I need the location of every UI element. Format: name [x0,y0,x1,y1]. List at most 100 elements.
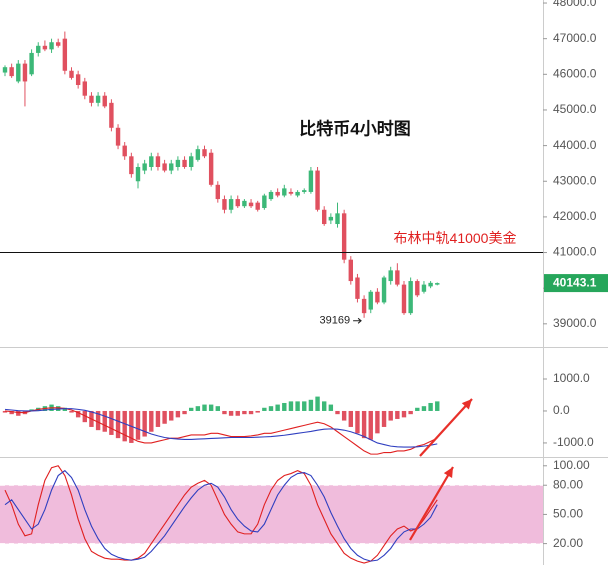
candle-body [361,298,367,314]
candle-body [262,195,267,208]
candle-body [129,156,134,175]
y-tick-label: 41000.0 [553,245,597,259]
macd-bar [62,407,68,411]
macd-bar [175,410,181,418]
candle-body [428,282,433,287]
macd-bar [149,410,154,432]
trend-arrow-head [443,467,453,478]
candle-body [222,199,227,210]
candle-body [401,284,407,314]
macd-bar [109,410,114,435]
candle-body [235,199,240,207]
macd-bar [295,401,300,411]
candle-body [2,67,8,73]
candle-body [169,163,174,171]
macd-bar [208,404,214,411]
indicator-line [4,465,438,564]
candle-body [315,170,320,210]
band [0,485,543,544]
macd-bar [428,402,433,411]
candle-body [182,159,187,167]
candle-body [348,259,353,282]
macd-bar [262,407,267,411]
candle-body [435,283,440,285]
candle-body [22,63,28,82]
candle-body [69,70,74,78]
candle-body [202,149,207,157]
candle-body [415,281,420,296]
candle-body [189,156,194,167]
macd-bar [395,410,400,419]
y-tick-label: 46000.0 [553,66,597,80]
candle-body [268,191,274,200]
y-tick-label: 80.00 [553,477,583,491]
trend-arrow-head [461,399,472,410]
y-tick-label: 47000.0 [553,31,597,45]
y-tick-label: 43000.0 [553,173,597,187]
macd-bar [75,410,81,418]
macd-bar [302,401,307,411]
low-label: 39169 [320,315,351,327]
y-tick-label: -1000.0 [553,435,594,449]
candle-body [155,156,161,167]
macd-bar [328,404,334,411]
macd-bar [9,410,14,415]
macd-bar [381,410,387,427]
candle-body [195,149,201,160]
candle-body [109,102,114,128]
macd-bar [155,410,161,427]
y-tick-label: 20.00 [553,536,583,550]
candle-body [375,291,380,303]
candle-body [408,281,413,314]
macd-bar [182,410,187,415]
candle-body [208,152,214,185]
macd-bar [368,410,373,440]
candle-body [295,191,300,196]
candle-body [49,42,54,50]
candle-body [56,42,61,46]
candle-body [175,159,181,167]
macd-bar [421,406,427,411]
macd-bar [135,410,141,440]
macd-bar [102,410,107,432]
candle-body [248,202,254,207]
macd-bar [29,409,34,411]
candle-body [288,191,294,194]
candle-body [16,63,21,82]
macd-bar [82,410,87,423]
candle-body [275,191,280,196]
macd-bar [95,410,101,431]
candle-body [36,45,41,53]
candle-body [322,209,327,225]
trend-arrow [419,398,473,457]
candle-body [142,163,147,171]
indicator-line [4,407,438,455]
candle-body [115,127,121,146]
candle-body [368,291,373,310]
macd-bar [408,410,413,415]
candle-body [29,52,34,75]
candle-body [395,270,400,285]
candle-body [149,156,154,167]
macd-bar [189,407,194,411]
macd-bar [435,401,440,411]
y-tick-label: 50.00 [553,507,583,521]
last-price: 40143.1 [553,275,597,289]
y-tick-label: 0.0 [553,403,570,417]
candle-body [341,213,347,260]
candle-body [302,190,307,192]
candle-body [282,188,287,196]
candle-body [308,170,314,192]
y-tick-label: 44000.0 [553,138,597,152]
y-tick-label: 42000.0 [553,209,597,223]
macd-bar [115,410,121,439]
low-arrow [353,317,362,324]
candle-body [335,213,340,225]
chart-title: 比特币4小时图 [299,118,410,138]
candle-body [122,145,127,157]
candle-body [228,199,234,210]
macd-bar [388,410,393,421]
macd-bar [16,410,21,416]
